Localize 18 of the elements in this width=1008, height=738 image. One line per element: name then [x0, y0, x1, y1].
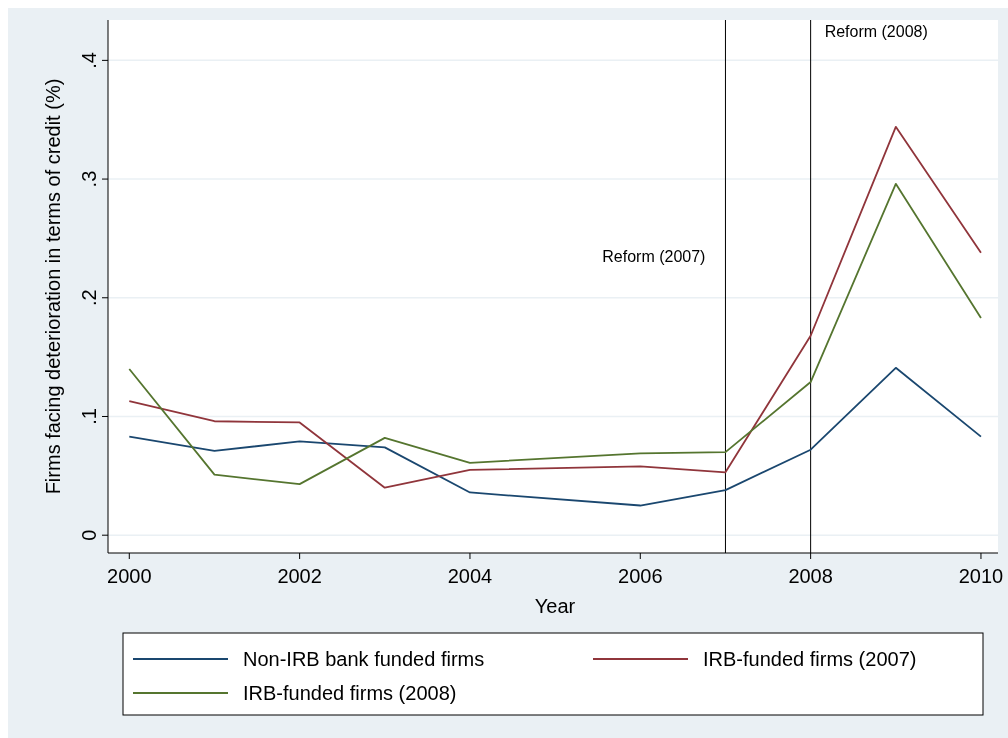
x-tick-label: 2002	[277, 565, 322, 587]
y-tick-label: .1	[78, 408, 100, 425]
legend-label: Non-IRB bank funded firms	[243, 648, 485, 670]
legend-label: IRB-funded firms (2008)	[243, 682, 457, 704]
legend-label: IRB-funded firms (2007)	[703, 648, 917, 670]
y-tick-label: .4	[78, 52, 100, 69]
y-tick-label: .3	[78, 170, 100, 188]
ref-line-label: Reform (2008)	[824, 22, 928, 40]
ref-line-label: Reform (2007)	[602, 248, 706, 266]
y-tick-label: .2	[78, 289, 100, 307]
x-tick-label: 2000	[107, 565, 152, 587]
y-tick-label: 0	[78, 529, 100, 541]
x-tick-label: 2004	[447, 565, 493, 587]
x-tick-label: 2008	[788, 565, 833, 587]
x-tick-label: 2010	[958, 565, 1004, 587]
y-axis-title: Firms facing deterioration in terms of credit (%)	[42, 78, 64, 495]
x-tick-label: 2006	[618, 565, 663, 587]
x-axis-title: Year	[534, 595, 576, 617]
